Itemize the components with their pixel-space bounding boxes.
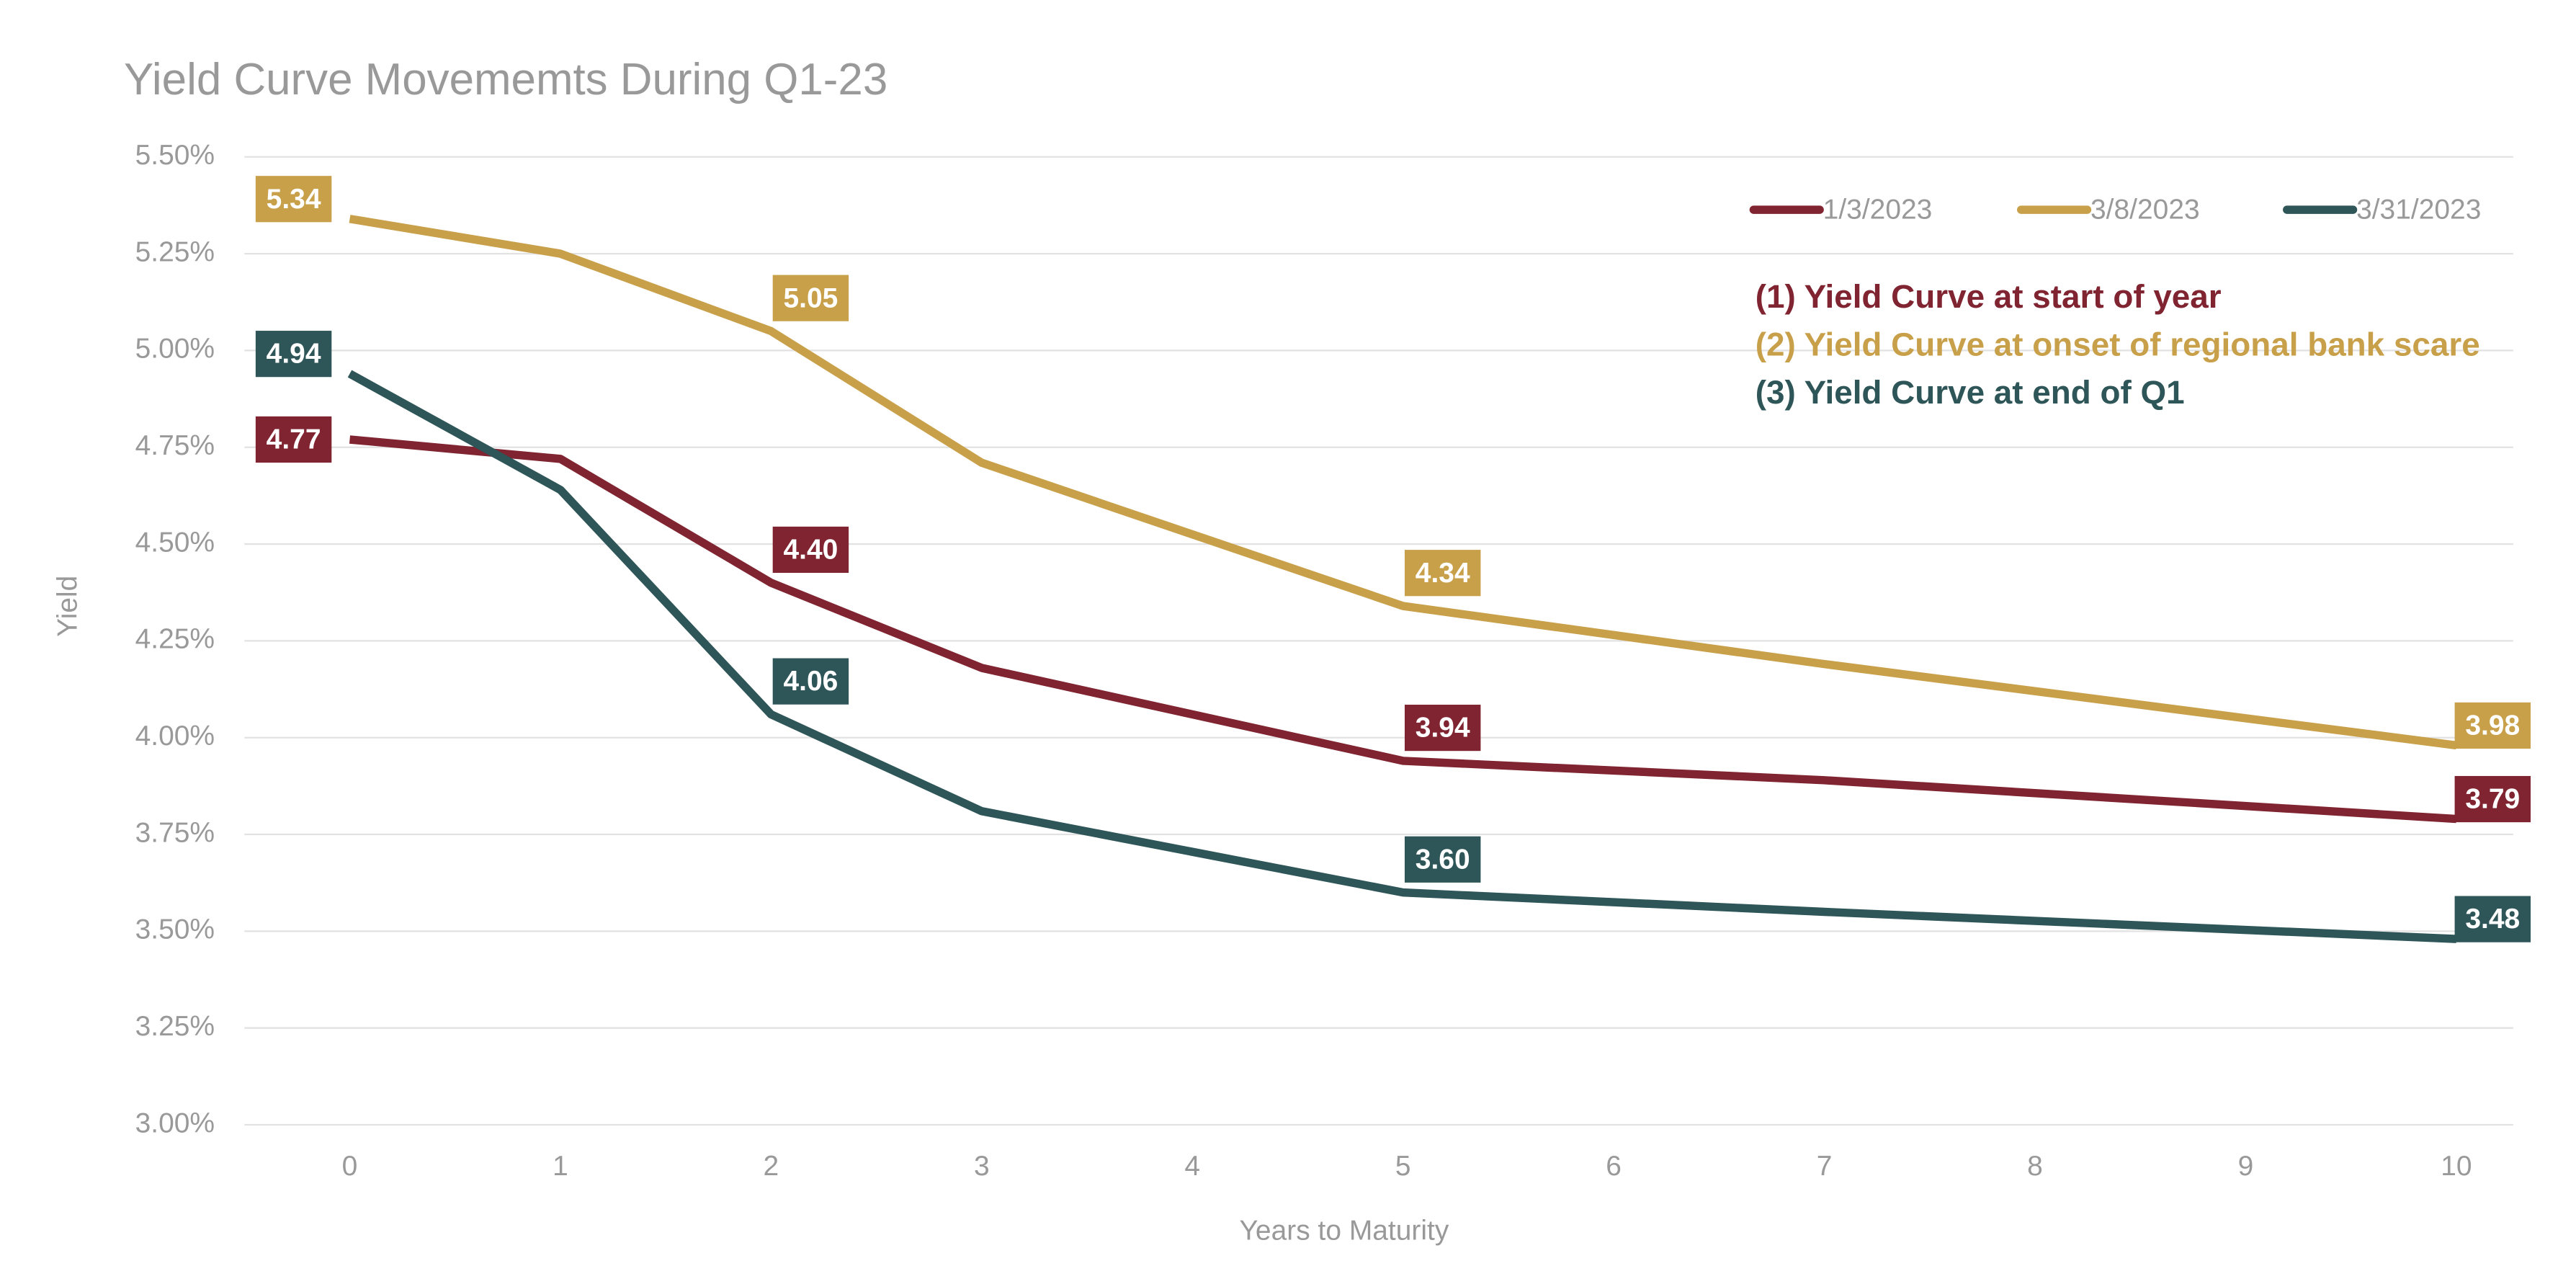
y-tick-label: 5.25% [135, 236, 215, 267]
legend-label: 3/8/2023 [2090, 195, 2200, 226]
y-tick-label: 3.25% [135, 1011, 215, 1042]
x-tick-label: 0 [342, 1151, 358, 1182]
x-tick-label: 7 [1817, 1151, 1833, 1182]
data-label-box [255, 331, 332, 378]
y-tick-label: 3.00% [135, 1107, 215, 1138]
data-label: 5.34 [267, 184, 321, 215]
data-label-box [255, 416, 332, 463]
y-tick-label: 3.75% [135, 817, 215, 848]
x-tick-label: 9 [2238, 1151, 2254, 1182]
data-label: 3.79 [2465, 784, 2520, 815]
annotation: (3) Yield Curve at end of Q1 [1756, 374, 2185, 411]
data-label: 4.40 [783, 535, 838, 566]
y-tick-label: 4.00% [135, 721, 215, 752]
data-label-box [772, 526, 849, 574]
x-tick-label: 3 [974, 1151, 990, 1182]
data-label-box [1404, 836, 1481, 883]
x-tick-label: 5 [1395, 1151, 1411, 1182]
data-label-box [2454, 775, 2531, 823]
x-tick-label: 1 [553, 1151, 568, 1182]
data-label-box [255, 176, 332, 223]
y-tick-label: 3.50% [135, 914, 215, 945]
data-label: 4.77 [267, 424, 321, 455]
annotation: (2) Yield Curve at onset of regional ban… [1756, 326, 2480, 362]
series-line [349, 215, 2457, 750]
x-tick-label: 10 [2441, 1151, 2472, 1182]
legend-label: 1/3/2023 [1823, 195, 1933, 226]
annotation: (1) Yield Curve at start of year [1756, 278, 2222, 315]
data-label-box [2454, 702, 2531, 749]
legend-label: 3/31/2023 [2356, 195, 2481, 226]
data-label: 3.60 [1416, 844, 1470, 875]
data-label-box [2454, 896, 2531, 942]
data-label-box [1404, 550, 1481, 597]
data-label-box [772, 658, 849, 705]
x-tick-label: 6 [1606, 1151, 1622, 1182]
data-label: 5.05 [783, 282, 838, 313]
series-line [347, 370, 2457, 943]
x-tick-label: 8 [2027, 1151, 2043, 1182]
y-axis-label: Yield [53, 576, 84, 637]
y-tick-label: 4.50% [135, 527, 215, 558]
series-line [349, 435, 2457, 824]
x-tick-label: 4 [1184, 1151, 1200, 1182]
x-axis-label: Years to Maturity [1240, 1215, 1449, 1246]
data-label: 4.34 [1416, 558, 1470, 589]
y-tick-label: 5.00% [135, 334, 215, 365]
data-label: 3.48 [2465, 904, 2520, 935]
data-label: 4.06 [783, 666, 838, 697]
y-tick-label: 5.50% [135, 140, 215, 171]
data-label-box [1404, 705, 1481, 752]
y-tick-label: 4.75% [135, 430, 215, 461]
chart-title: Yield Curve Movememts During Q1-23 [124, 55, 887, 104]
data-label: 4.94 [267, 339, 321, 370]
y-tick-label: 4.25% [135, 624, 215, 655]
data-label: 3.98 [2465, 710, 2520, 741]
x-tick-label: 2 [764, 1151, 779, 1182]
data-label-box [772, 275, 849, 321]
data-label: 3.94 [1416, 713, 1470, 744]
